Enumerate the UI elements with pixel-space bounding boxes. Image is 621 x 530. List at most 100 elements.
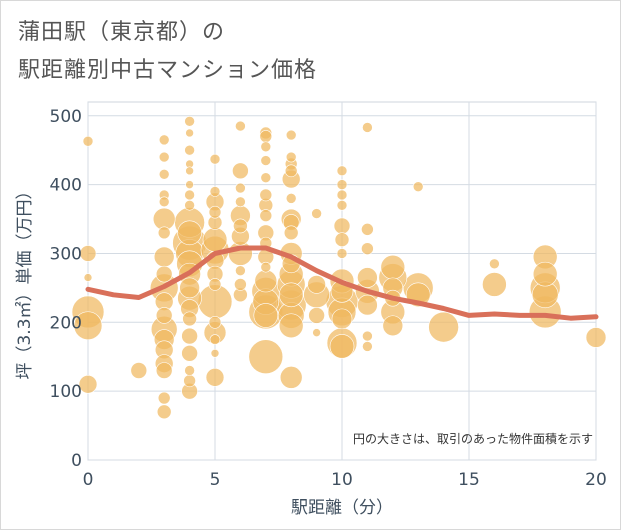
data-bubble (78, 374, 98, 394)
data-bubble (260, 155, 272, 166)
x-tick-label: 5 (210, 470, 221, 490)
x-tick-label: 10 (331, 470, 353, 490)
x-tick-label: 0 (83, 470, 94, 490)
y-tick-label: 100 (50, 382, 82, 402)
data-bubble (285, 151, 297, 163)
data-bubble (233, 218, 248, 234)
data-bubble (155, 265, 173, 283)
data-bubble (362, 330, 373, 342)
data-bubble (585, 327, 607, 348)
data-bubble (307, 275, 326, 294)
data-bubble (357, 294, 378, 316)
data-bubble (234, 278, 247, 291)
data-bubble (336, 199, 348, 211)
x-tick-labels: 0 5 10 15 20 (83, 470, 607, 490)
data-bubble (73, 311, 103, 341)
data-bubble (260, 261, 272, 273)
data-bubble (361, 223, 374, 236)
data-bubble (331, 308, 353, 330)
data-bubble (157, 226, 171, 240)
data-bubble (209, 153, 221, 165)
data-bubble (260, 172, 272, 184)
data-bubble (82, 135, 94, 147)
data-bubble (336, 248, 348, 259)
data-bubble (336, 189, 348, 201)
data-bubble (184, 115, 195, 127)
data-bubble (362, 122, 373, 133)
data-bubble (329, 334, 355, 359)
data-bubble (336, 179, 348, 190)
data-bubble (183, 374, 196, 388)
data-bubble (205, 368, 225, 387)
y-tick-label: 200 (50, 313, 82, 333)
data-bubble (357, 267, 378, 288)
data-bubble (248, 339, 284, 375)
data-bubble (184, 365, 195, 376)
data-bubble (181, 344, 198, 362)
data-bubble (428, 311, 459, 343)
data-bubble (158, 151, 170, 163)
data-bubble (278, 282, 304, 308)
data-bubble (158, 134, 170, 146)
data-bubble (235, 196, 246, 208)
data-bubble (202, 227, 228, 252)
size-annotation: 円の大きさは、取引のあった物件面積を示す (353, 431, 593, 446)
data-bubble (184, 189, 195, 201)
data-bubble (235, 265, 246, 276)
data-bubble (179, 277, 200, 299)
data-bubble (235, 120, 246, 132)
data-bubble (285, 129, 297, 141)
y-tick-label: 400 (50, 176, 82, 196)
chart-title-line-1: 蒲田駅（東京都）の (18, 20, 226, 45)
data-bubble (361, 242, 374, 255)
data-bubble (232, 162, 249, 180)
data-bubble (83, 273, 93, 282)
data-bubble (279, 366, 303, 389)
data-bubble (156, 404, 172, 420)
data-bubble (308, 307, 325, 324)
data-bubble (184, 199, 195, 211)
data-bubble (209, 334, 221, 345)
data-bubble (185, 180, 194, 189)
y-tick-label: 0 (71, 451, 82, 471)
x-tick-label: 15 (458, 470, 480, 490)
data-bubble (259, 209, 273, 222)
y-axis-label: 坪（3.3㎡）単価（万円） (15, 182, 35, 379)
y-tick-labels: 0 100 200 300 400 500 (50, 107, 82, 471)
chart-title-line-2: 駅距離別中古マンション価格 (18, 58, 318, 83)
y-tick-label: 500 (50, 107, 82, 127)
data-bubble (259, 188, 273, 202)
data-bubble (278, 313, 304, 339)
x-axis-label: 駅距離（分） (291, 498, 393, 518)
data-bubble (284, 164, 298, 178)
data-bubble (382, 315, 404, 337)
data-bubble (260, 141, 272, 153)
data-bubble (285, 193, 297, 204)
data-bubble (235, 182, 246, 194)
data-bubble (185, 166, 194, 176)
data-bubble (362, 341, 373, 352)
data-bubble (209, 186, 221, 197)
data-bubble (333, 217, 351, 235)
data-bubble (177, 220, 202, 246)
data-bubble (158, 168, 170, 180)
data-bubble (283, 225, 299, 241)
data-bubble (412, 181, 424, 192)
data-bubble (182, 311, 197, 327)
data-bubble (489, 258, 500, 270)
data-bubble (79, 245, 97, 262)
data-bubble (153, 246, 175, 268)
data-bubble (181, 327, 198, 345)
data-bubble (254, 269, 278, 293)
data-bubble (311, 208, 322, 219)
trend-line (85, 245, 599, 321)
data-bubble (208, 316, 222, 329)
data-bubble (334, 232, 350, 247)
data-bubble (259, 130, 273, 143)
data-bubble (482, 272, 507, 297)
data-bubble (253, 303, 279, 328)
data-bubble (185, 128, 194, 138)
y-tick-label: 300 (50, 244, 82, 264)
data-bubble (184, 144, 195, 156)
